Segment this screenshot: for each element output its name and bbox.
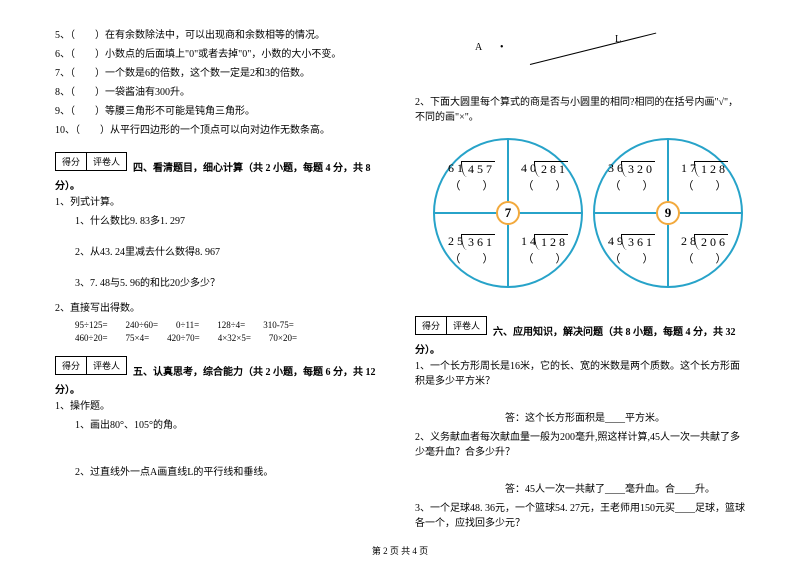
score-box-6: 得分 评卷人	[415, 316, 487, 335]
point-a-dot: •	[500, 42, 504, 53]
page-footer: 第 2 页 共 4 页	[0, 544, 800, 557]
sec6-a1: 答：这个长方形面积是____平方米。	[415, 411, 745, 426]
sec5-s1a: 1、画出80°、105°的角。	[75, 418, 385, 433]
sec4-s1a: 1、什么数比9. 83多1. 297	[75, 214, 385, 229]
sec5-s1: 1、操作题。	[55, 399, 385, 414]
section-4-title: 四、看清题目，细心计算（共 2 小题，每题 4 分，共 8	[133, 159, 371, 174]
quad-bl: 49361 （ ）	[595, 213, 668, 286]
section-4-cont: 分）。	[55, 177, 385, 192]
right-column: A • L 2、下面大圆里每个算式的商是否与小圆里的相同?相同的在括号内画"√"…	[415, 28, 745, 535]
point-a-label: A	[475, 42, 482, 53]
quad-tl: 36320 （ ）	[595, 140, 668, 213]
grader-label: 评卷人	[447, 317, 486, 334]
quad-bl: 25361 （ ）	[435, 213, 508, 286]
tf-q10: 10、（ ）从平行四边形的一个顶点可以向对边作无数条高。	[55, 123, 385, 138]
sec5-s1b: 2、过直线外一点A画直线L的平行线和垂线。	[75, 465, 385, 480]
score-label: 得分	[56, 153, 87, 170]
tf-q9: 9、（ ）等腰三角形不可能是钝角三角形。	[55, 104, 385, 119]
sec6-q3: 3、一个足球48. 36元，一个篮球54. 27元，王老师用150元买____足…	[415, 501, 745, 531]
sec6-a2: 答：45人一次一共献了____毫升血。合____升。	[415, 482, 745, 497]
quad-br: 28206 （ ）	[668, 213, 741, 286]
score-label: 得分	[416, 317, 447, 334]
quad-tr: 40281 （ ）	[508, 140, 581, 213]
sec4-s1b: 2、从43. 24里减去什么数得8. 967	[75, 245, 385, 260]
section-6-cont: 分）。	[415, 341, 745, 356]
small-circle-7: 7	[496, 201, 520, 225]
sec4-s1: 1、列式计算。	[55, 195, 385, 210]
score-label: 得分	[56, 357, 87, 374]
small-circle-9: 9	[656, 201, 680, 225]
grader-label: 评卷人	[87, 153, 126, 170]
tf-q5: 5、（ ）在有余数除法中，可以出现商和余数相等的情况。	[55, 28, 385, 43]
quad-tr: 17128 （ ）	[668, 140, 741, 213]
score-box-5: 得分 评卷人	[55, 356, 127, 375]
sec6-q1: 1、一个长方形周长是16米，它的长、宽的米数是两个质数。这个长方形面积是多少平方…	[415, 359, 745, 389]
calc-row-1: 95÷125= 240÷60= 0÷11= 128÷4= 310-75=	[75, 320, 385, 330]
section-5-title: 五、认真思考，综合能力（共 2 小题，每题 6 分，共 12	[133, 363, 376, 378]
circles-diagram: 61457 （ ） 40281 （ ） 25361 （ ） 14128 （ ） …	[423, 133, 737, 298]
quad-tl: 61457 （ ）	[435, 140, 508, 213]
tf-q6: 6、（ ）小数点的后面填上"0"或者去掉"0"，小数的大小不变。	[55, 47, 385, 62]
right-q2: 2、下面大圆里每个算式的商是否与小圆里的相同?相同的在括号内画"√"，不同的画"…	[415, 95, 745, 125]
sec4-s2: 2、直接写出得数。	[55, 301, 385, 316]
left-column: 5、（ ）在有余数除法中，可以出现商和余数相等的情况。 6、（ ）小数点的后面填…	[55, 28, 385, 535]
score-box-4: 得分 评卷人	[55, 152, 127, 171]
line-diagram: A • L	[445, 34, 745, 89]
quad-br: 14128 （ ）	[508, 213, 581, 286]
sec4-s1c: 3、7. 48与5. 96的和比20少多少？	[75, 276, 385, 291]
calc-row-2: 460÷20= 75×4= 420÷70= 4×32×5= 70×20=	[75, 333, 385, 343]
tf-q8: 8、（ ）一袋酱油有300升。	[55, 85, 385, 100]
tf-q7: 7、（ ）一个数是6的倍数，这个数一定是2和3的倍数。	[55, 66, 385, 81]
line-l	[530, 33, 656, 65]
section-6-title: 六、应用知识，解决问题（共 8 小题，每题 4 分，共 32	[493, 323, 736, 338]
section-5-cont: 分）。	[55, 381, 385, 396]
sec6-q2: 2、义务献血者每次献血量一般为200毫升,照这样计算,45人一次一共献了多少毫升…	[415, 430, 745, 460]
grader-label: 评卷人	[87, 357, 126, 374]
